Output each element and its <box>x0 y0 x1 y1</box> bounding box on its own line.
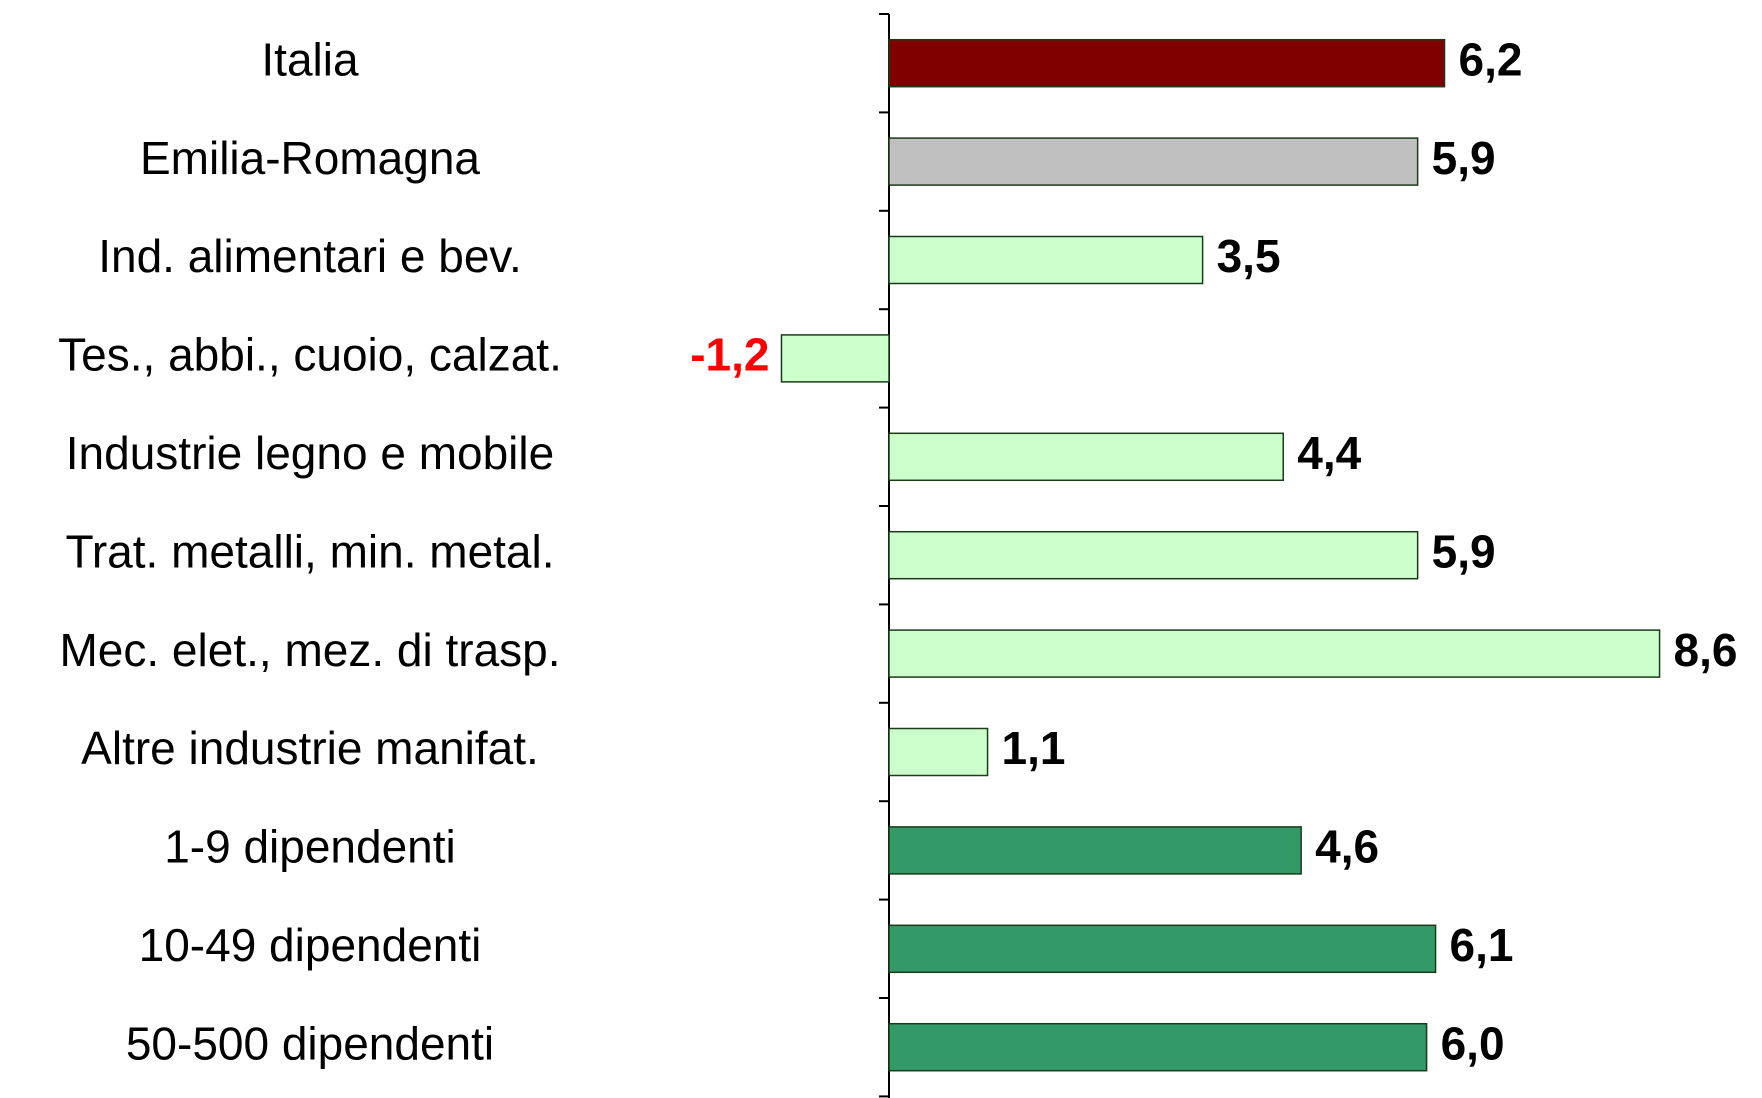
bar <box>888 137 1419 186</box>
value-label: -1,2 <box>690 329 769 381</box>
category-label: Italia <box>261 33 359 85</box>
bar <box>888 235 1204 285</box>
category-label: 1-9 dipendenti <box>164 821 456 873</box>
value-label: 6,0 <box>1441 1017 1505 1069</box>
value-label: 3,5 <box>1217 230 1281 282</box>
bar <box>780 334 890 383</box>
bar <box>888 629 1661 678</box>
bar <box>888 530 1419 580</box>
bar <box>888 38 1446 88</box>
category-label: Mec. elet., mez. di trasp. <box>59 624 560 676</box>
bar <box>888 727 989 777</box>
value-label: 8,6 <box>1674 624 1738 676</box>
bar <box>888 924 1437 974</box>
value-label: 6,1 <box>1450 919 1514 971</box>
category-label: Emilia-Romagna <box>140 132 480 184</box>
value-label: 5,9 <box>1432 525 1496 577</box>
bar <box>888 1022 1428 1072</box>
value-label: 4,4 <box>1297 427 1361 479</box>
value-label: 4,6 <box>1315 821 1379 873</box>
value-label: 1,1 <box>1002 722 1066 774</box>
category-label: 10-49 dipendenti <box>139 919 482 971</box>
category-label: Trat. metalli, min. metal. <box>65 525 554 577</box>
value-label: 6,2 <box>1459 33 1523 85</box>
category-label: 50-500 dipendenti <box>126 1017 494 1069</box>
bar <box>888 432 1284 482</box>
value-label: 5,9 <box>1432 132 1496 184</box>
category-label: Tes., abbi., cuoio, calzat. <box>58 329 562 381</box>
bar <box>888 826 1302 875</box>
category-label: Industrie legno e mobile <box>66 427 554 479</box>
category-label: Ind. alimentari e bev. <box>98 230 522 282</box>
category-label: Altre industrie manifat. <box>81 722 539 774</box>
